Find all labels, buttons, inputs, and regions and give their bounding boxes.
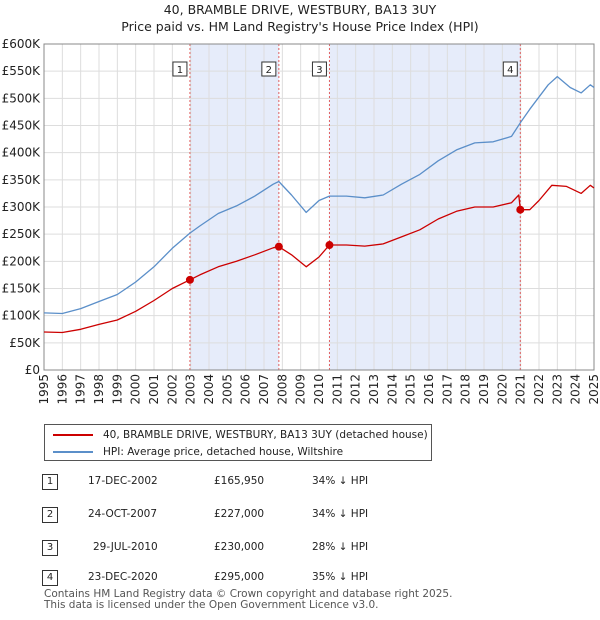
sale-label-box [261, 61, 277, 77]
footer-note: Contains HM Land Registry data © Crown c… [44, 589, 452, 611]
legend-item-hpi: HPI: Average price, detached house, Wilt… [53, 444, 343, 460]
sale-number: 3 [42, 540, 58, 556]
property-series-line [43, 184, 595, 334]
y-tick-label: £200K [2, 254, 42, 268]
licence-text: This data is licensed under the Open Gov… [44, 599, 379, 611]
x-tick-label: 2008 [275, 374, 289, 405]
y-tick-label: £450K [2, 119, 42, 133]
x-tick-label: 1999 [110, 374, 124, 405]
sale-date: 23-DEC-2020 [88, 571, 158, 583]
table-row: 4 23-DEC-2020 £295,000 35% ↓ HPI [0, 566, 600, 590]
x-tick-label: 2000 [129, 374, 143, 405]
legend-label-property: 40, BRAMBLE DRIVE, WESTBURY, BA13 3UY (d… [103, 429, 428, 441]
copyright-text: Contains HM Land Registry data © Crown c… [44, 588, 453, 600]
x-tick-label: 2014 [385, 374, 399, 405]
x-tick-label: 2012 [349, 374, 363, 405]
plot-frame [43, 43, 595, 371]
sale-hpi-diff: 34% ↓ HPI [312, 475, 369, 487]
sale-price: £230,000 [214, 541, 265, 553]
sale-point [185, 275, 194, 284]
sale-price: £227,000 [214, 508, 265, 520]
sale-price: £295,000 [214, 571, 265, 583]
y-tick-label: £0 [25, 363, 40, 377]
chart-legend: 40, BRAMBLE DRIVE, WESTBURY, BA13 3UY (d… [44, 424, 432, 461]
sale-hpi-diff: 35% ↓ HPI [312, 571, 369, 583]
y-tick-label: £100K [2, 309, 42, 323]
y-tick-label: £300K [2, 200, 42, 214]
x-tick-label: 2016 [422, 374, 436, 405]
x-tick-label: 2009 [294, 374, 308, 405]
legend-item-property: 40, BRAMBLE DRIVE, WESTBURY, BA13 3UY (d… [53, 427, 428, 443]
sale-label-box [172, 61, 188, 77]
chart-subtitle: Price paid vs. HM Land Registry's House … [121, 19, 478, 34]
legend-label-hpi: HPI: Average price, detached house, Wilt… [103, 446, 344, 458]
x-tick-label: 2024 [569, 374, 583, 405]
y-tick-label: £600K [2, 37, 42, 51]
x-tick-label: 2004 [202, 374, 216, 405]
sale-label-number: 1 [177, 65, 183, 76]
sale-number: 2 [42, 507, 58, 523]
hpi-series-line [43, 75, 595, 315]
x-tick-label: 2025 [587, 374, 600, 405]
legend-swatch-property [53, 434, 93, 436]
sale-number: 4 [42, 570, 58, 586]
chart-title: 40, BRAMBLE DRIVE, WESTBURY, BA13 3UY [164, 2, 437, 17]
x-tick-label: 2005 [220, 374, 234, 405]
sale-label-box [311, 61, 327, 77]
table-row: 3 29-JUL-2010 £230,000 28% ↓ HPI [0, 536, 600, 560]
x-tick-label: 2018 [459, 374, 473, 405]
sale-hpi-diff: 28% ↓ HPI [312, 541, 369, 553]
x-tick-label: 1995 [37, 374, 51, 405]
y-tick-label: £150K [2, 282, 42, 296]
table-row: 2 24-OCT-2007 £227,000 34% ↓ HPI [0, 503, 600, 527]
x-tick-label: 1997 [74, 374, 88, 405]
x-tick-label: 2007 [257, 374, 271, 405]
x-tick-label: 2019 [477, 374, 491, 405]
x-tick-label: 2020 [495, 374, 509, 405]
sale-point [274, 242, 283, 251]
y-tick-label: £500K [2, 91, 42, 105]
sale-hpi-diff: 34% ↓ HPI [312, 508, 369, 520]
x-tick-label: 2006 [239, 374, 253, 405]
x-tick-label: 2023 [550, 374, 564, 405]
x-tick-label: 1998 [92, 374, 106, 405]
y-tick-label: £250K [2, 227, 42, 241]
x-tick-label: 2013 [367, 374, 381, 405]
x-tick-label: 2010 [312, 374, 326, 405]
table-row: 1 17-DEC-2002 £165,950 34% ↓ HPI [0, 470, 600, 494]
x-tick-label: 2001 [147, 374, 161, 405]
sale-label-number: 4 [507, 65, 513, 76]
sale-date: 24-OCT-2007 [88, 508, 157, 520]
x-tick-label: 1996 [55, 374, 69, 405]
sale-label-box [502, 61, 518, 77]
x-tick-label: 2022 [532, 374, 546, 405]
sale-point [516, 205, 525, 214]
sale-label-number: 2 [266, 65, 272, 76]
sale-point [325, 241, 334, 250]
x-tick-label: 2017 [440, 374, 454, 405]
y-tick-label: £400K [2, 146, 42, 160]
y-tick-label: £350K [2, 173, 42, 187]
x-tick-label: 2011 [330, 374, 344, 405]
y-tick-label: £50K [9, 336, 41, 350]
x-tick-label: 2003 [184, 374, 198, 405]
sale-number: 1 [42, 474, 58, 490]
sale-date: 17-DEC-2002 [88, 475, 158, 487]
sale-price: £165,950 [214, 475, 265, 487]
sale-label-number: 3 [316, 65, 322, 76]
y-tick-label: £550K [2, 64, 42, 78]
x-tick-label: 2015 [404, 374, 418, 405]
x-tick-label: 2002 [165, 374, 179, 405]
price-chart: 40, BRAMBLE DRIVE, WESTBURY, BA13 3UY Pr… [2, 2, 600, 405]
sale-date: 29-JUL-2010 [93, 541, 158, 553]
legend-swatch-hpi [53, 451, 93, 453]
x-tick-label: 2021 [514, 374, 528, 405]
